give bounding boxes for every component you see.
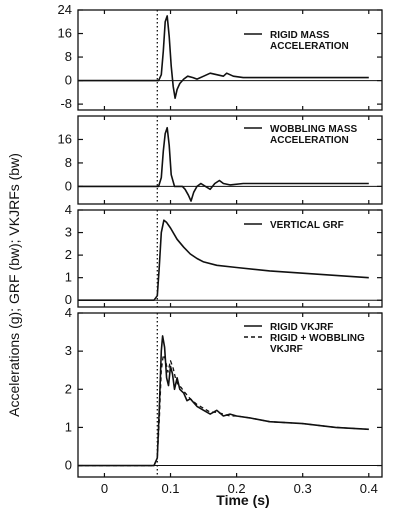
legend-label: VERTICAL GRF <box>270 220 344 231</box>
y-tick-label: 2 <box>65 247 72 262</box>
y-tick-label: 2 <box>65 381 72 396</box>
panel-frame <box>77 209 383 308</box>
x-tick-label: 0 <box>101 481 108 496</box>
y-tick-label: 16 <box>58 26 72 41</box>
series-line-1 <box>78 15 369 99</box>
y-tick-label: 8 <box>65 155 72 170</box>
y-tick-label: 0 <box>65 73 72 88</box>
series-line-2 <box>78 354 369 467</box>
legend-label: RIGID MASS <box>270 30 330 41</box>
y-tick-label: 4 <box>65 202 72 217</box>
x-tick-label: 0.2 <box>228 481 246 496</box>
y-tick-label: 16 <box>58 131 72 146</box>
panel-frame <box>77 115 383 205</box>
y-tick-label: 0 <box>65 292 72 307</box>
y-tick-label: 24 <box>58 2 72 17</box>
y-tick-label: 0 <box>65 178 72 193</box>
y-tick-label: 4 <box>65 305 72 320</box>
y-tick-label: 0 <box>65 458 72 473</box>
legend-label: RIGID + WOBBLING <box>270 333 365 344</box>
legend-label: RIGID VKJRF <box>270 322 333 333</box>
panel-3: 0 1 2 3 4 VERTICAL GRF <box>65 202 383 308</box>
x-tick-label: 0.3 <box>294 481 312 496</box>
legend-label: ACCELERATION <box>270 41 349 52</box>
legend-label: VKJRF <box>270 344 303 355</box>
x-tick-label: 0.4 <box>360 481 378 496</box>
series-line-1 <box>78 335 369 467</box>
y-axis-label: Accelerations (g); GRF (bw); VKJRFs (bw) <box>6 153 22 417</box>
panel-frame <box>77 9 383 111</box>
x-axis-label: Time (s) <box>216 492 269 508</box>
y-tick-label: 3 <box>65 343 72 358</box>
panel-frame <box>77 312 383 478</box>
series-line-1 <box>78 219 369 302</box>
x-tick-label: 0.1 <box>161 481 179 496</box>
y-tick-label: 8 <box>65 49 72 64</box>
y-tick-label: 1 <box>65 270 72 285</box>
y-tick-label: 1 <box>65 419 72 434</box>
legend-label: ACCELERATION <box>270 135 349 146</box>
series-line-1 <box>78 126 369 202</box>
legend-label: WOBBLING MASS <box>270 124 358 135</box>
y-tick-label: -8 <box>60 96 72 111</box>
y-tick-label: 3 <box>65 225 72 240</box>
